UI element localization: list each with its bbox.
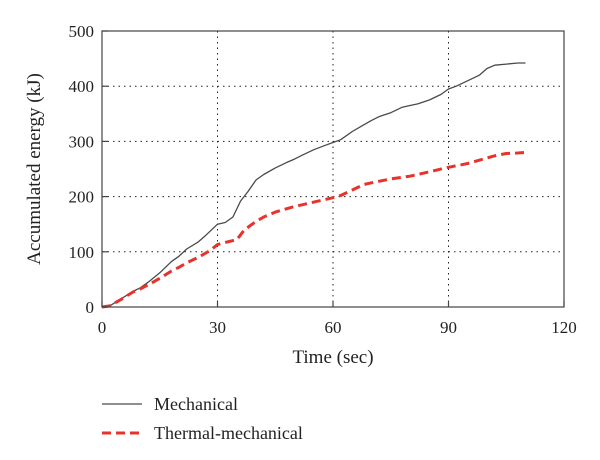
series-line-thermal-mechanical bbox=[101, 150, 526, 309]
axis-ticks bbox=[101, 30, 565, 308]
legend-label-mechanical: Mechanical bbox=[154, 394, 238, 414]
legend-label-thermal-mechanical: Thermal-mechanical bbox=[154, 423, 303, 443]
x-axis-title: Time (sec) bbox=[292, 347, 373, 368]
y-tick-label: 500 bbox=[69, 22, 95, 41]
y-tick-label: 400 bbox=[69, 77, 95, 96]
y-tick-label: 0 bbox=[86, 298, 95, 317]
x-tick-label: 60 bbox=[325, 318, 342, 337]
series-lines bbox=[101, 62, 526, 309]
y-tick-label: 300 bbox=[69, 132, 95, 151]
series-line-mechanical bbox=[101, 62, 526, 308]
gridlines bbox=[102, 31, 564, 307]
legend: Mechanical Thermal-mechanical bbox=[102, 394, 303, 443]
y-tick-label: 200 bbox=[69, 188, 95, 207]
y-tick-label: 100 bbox=[69, 243, 95, 262]
x-tick-label: 30 bbox=[209, 318, 226, 337]
x-tick-label: 90 bbox=[440, 318, 457, 337]
x-tick-label: 120 bbox=[551, 318, 577, 337]
x-tick-label: 0 bbox=[98, 318, 107, 337]
y-axis-title: Accumulated energy (kJ) bbox=[24, 73, 45, 265]
tick-labels: 0 30 60 90 120 0 100 200 300 400 500 bbox=[69, 22, 577, 337]
